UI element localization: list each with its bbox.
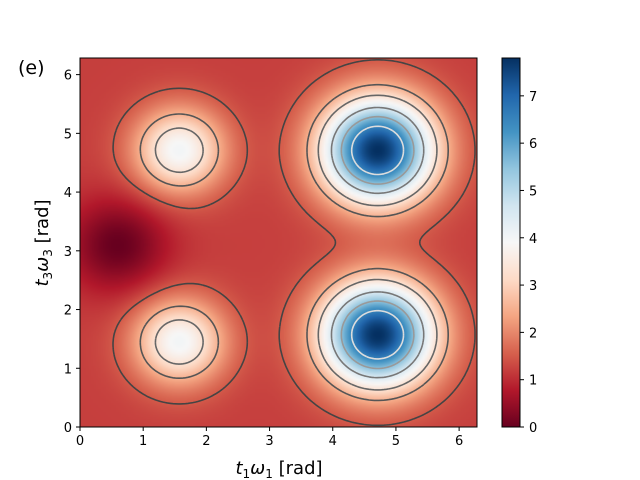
colorbar-tick-label: 3 (529, 279, 537, 294)
heatmap (80, 58, 477, 427)
y-tick-label: 2 (64, 304, 72, 319)
x-tick-label: 5 (392, 434, 400, 449)
plot-frame (79, 57, 478, 428)
colorbar-ticks: 0 1 2 3 4 5 6 7 (520, 90, 537, 436)
y-axis-label-unit: [rad] (32, 199, 53, 249)
colorbar-tick-label: 1 (529, 374, 537, 389)
contour-line (139, 83, 449, 402)
contour-line (340, 115, 415, 370)
panel-label: (e) (18, 57, 45, 79)
x-axis-ticks: 0 1 2 3 4 5 6 (76, 427, 463, 449)
x-axis-label-omega: ω (250, 458, 265, 479)
x-axis-label-sub1: 1 (243, 467, 251, 480)
x-tick-label: 3 (265, 434, 273, 449)
contour-lines (112, 59, 476, 427)
y-tick-label: 0 (64, 421, 72, 436)
y-axis-label-t: t (32, 279, 53, 287)
x-axis-label-sub2: 1 (265, 467, 273, 480)
x-tick-label: 1 (139, 434, 147, 449)
y-axis-label-sub2: 3 (41, 249, 55, 257)
y-axis-label: t3ω3 [rad] (32, 199, 55, 286)
x-axis-label-unit: [rad] (273, 458, 323, 479)
x-tick-label: 2 (202, 434, 210, 449)
y-tick-label: 1 (64, 362, 72, 377)
x-tick-label: 6 (455, 434, 463, 449)
colorbar (501, 57, 521, 428)
contour-line (330, 106, 425, 379)
colorbar-tick-label: 0 (529, 421, 537, 436)
y-tick-label: 5 (64, 127, 72, 142)
contour-line (350, 125, 405, 360)
colorbar-tick-label: 5 (529, 184, 537, 199)
contour-line (112, 59, 476, 427)
colorbar-tick-label: 6 (529, 137, 537, 152)
y-tick-label: 3 (64, 245, 72, 260)
x-axis-label-t: t (235, 458, 243, 479)
x-axis-label: t1ω1 [rad] (235, 458, 322, 480)
x-tick-label: 4 (329, 434, 337, 449)
y-axis-label-sub1: 3 (41, 272, 55, 280)
y-axis-label-omega: ω (32, 257, 53, 272)
y-axis-ticks: 0 1 2 3 4 5 6 (64, 69, 80, 436)
colorbar-tick-label: 2 (529, 326, 537, 341)
y-tick-label: 4 (64, 186, 72, 201)
heatmap-image (80, 58, 477, 427)
x-tick-label: 0 (76, 434, 84, 449)
contour-line (154, 94, 438, 391)
y-tick-label: 6 (64, 69, 72, 84)
colorbar-tick-label: 4 (529, 232, 537, 247)
colorbar-tick-label: 7 (529, 90, 537, 105)
